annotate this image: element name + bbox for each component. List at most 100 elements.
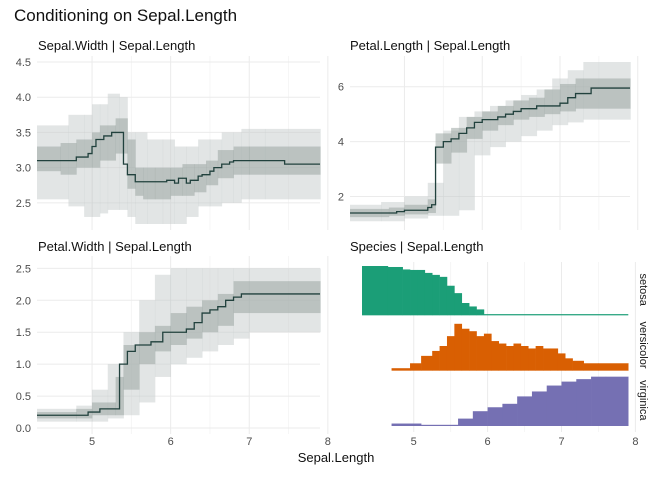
inner-interval-band-step bbox=[320, 281, 321, 314]
density-step bbox=[362, 266, 389, 316]
inner-interval-band-step bbox=[404, 204, 429, 215]
y-tick-label: 2.5 bbox=[16, 198, 31, 210]
density-step bbox=[410, 269, 418, 316]
density-step bbox=[387, 266, 403, 316]
density-step bbox=[605, 376, 629, 426]
y-tick-label: 3.0 bbox=[16, 163, 31, 175]
inner-interval-band-step bbox=[451, 127, 468, 153]
density-step bbox=[517, 396, 533, 426]
density-step bbox=[410, 363, 422, 371]
y-tick-label: 1.0 bbox=[16, 359, 31, 371]
inner-interval-band-step bbox=[233, 281, 321, 314]
median-step-line bbox=[350, 87, 630, 214]
density-step bbox=[628, 363, 629, 371]
inner-interval-band-step bbox=[435, 133, 452, 164]
density-step bbox=[476, 309, 485, 316]
y-tick-label: 3.5 bbox=[16, 127, 31, 139]
inner-interval-band-step bbox=[482, 111, 499, 131]
strip-label-virginica: virginica bbox=[637, 380, 649, 421]
inner-interval-band-step bbox=[170, 167, 183, 196]
inner-interval-band-step bbox=[92, 132, 101, 168]
x-tick-label: 5 bbox=[411, 436, 417, 448]
density-step bbox=[439, 276, 448, 316]
inner-interval-band-step bbox=[76, 408, 93, 419]
x-tick-label: 7 bbox=[246, 436, 252, 448]
density-step bbox=[454, 293, 463, 316]
panel-title-species: Species | Sepal.Length bbox=[350, 239, 483, 254]
density-step bbox=[483, 314, 629, 316]
y-tick-label: 4.5 bbox=[16, 57, 31, 69]
inner-interval-band-step bbox=[127, 139, 136, 189]
density-step bbox=[487, 407, 503, 426]
inner-interval-band-step bbox=[170, 313, 187, 345]
density-step bbox=[528, 348, 536, 371]
density-step bbox=[461, 303, 470, 316]
inner-interval-band-step bbox=[143, 167, 156, 200]
inner-interval-band-step bbox=[202, 300, 219, 333]
outer-interval-band-step bbox=[154, 274, 172, 377]
density-step bbox=[506, 346, 514, 371]
inner-interval-band-step bbox=[630, 78, 631, 109]
strip-label-setosa: setosa bbox=[637, 273, 649, 306]
density-step bbox=[421, 424, 459, 426]
y-tick-label: 0.0 bbox=[16, 423, 31, 435]
density-step bbox=[476, 336, 485, 371]
inner-interval-band-step bbox=[544, 89, 561, 115]
inner-interval-band-step bbox=[154, 167, 172, 200]
y-tick-label: 4.0 bbox=[16, 92, 31, 104]
y-tick-label: 0.5 bbox=[16, 391, 31, 403]
density-step bbox=[421, 355, 433, 371]
density-step bbox=[535, 346, 544, 371]
density-step bbox=[446, 285, 455, 316]
density-step bbox=[469, 306, 477, 316]
inner-interval-band-step bbox=[139, 332, 156, 365]
strip-label-versicolor: versicolor bbox=[637, 321, 649, 368]
density-step bbox=[472, 411, 488, 426]
panel-title-petal-length: Petal.Length | Sepal.Length bbox=[350, 38, 510, 53]
chart-title: Conditioning on Sepal.Length bbox=[14, 6, 237, 25]
density-step bbox=[402, 269, 411, 316]
density-ridge-setosa bbox=[362, 266, 629, 316]
inner-interval-band-step bbox=[115, 118, 128, 154]
x-tick-label: 6 bbox=[168, 436, 174, 448]
density-step bbox=[439, 346, 448, 371]
y-tick-label: 2.0 bbox=[16, 295, 31, 307]
inner-interval-band-step bbox=[217, 293, 234, 326]
density-step bbox=[557, 353, 566, 371]
density-step bbox=[546, 385, 562, 426]
density-step bbox=[598, 363, 629, 371]
x-axis-label: Sepal.Length bbox=[298, 450, 375, 465]
panel-title-petal-width: Petal.Width | Sepal.Length bbox=[38, 239, 192, 254]
inner-interval-band-step bbox=[320, 146, 321, 175]
inner-interval-band bbox=[350, 78, 631, 218]
density-step bbox=[565, 358, 573, 371]
density-step bbox=[424, 272, 433, 316]
density-step bbox=[572, 360, 584, 371]
density-step bbox=[502, 403, 518, 426]
density-ridge-virginica bbox=[391, 376, 629, 426]
density-step bbox=[576, 379, 592, 426]
density-step bbox=[591, 376, 607, 426]
density-step bbox=[491, 341, 499, 371]
density-step bbox=[483, 333, 492, 371]
inner-interval-band-step bbox=[37, 146, 61, 172]
panel-petal-width: 0.0 0.5 1.0 1.5 2.0 2.5 5 6 7 8 bbox=[16, 256, 331, 448]
inner-interval-band-step bbox=[182, 164, 195, 196]
median-step-line bbox=[37, 293, 320, 416]
density-step bbox=[432, 350, 440, 371]
inner-interval-band-step bbox=[194, 164, 207, 193]
density-step bbox=[454, 323, 463, 371]
y-tick-label: 2.5 bbox=[16, 263, 31, 275]
x-tick-label: 8 bbox=[325, 436, 331, 448]
inner-interval-band-step bbox=[60, 143, 77, 175]
density-step bbox=[461, 328, 470, 371]
density-step bbox=[391, 368, 411, 371]
density-step bbox=[391, 423, 422, 426]
y-tick-label: 6 bbox=[338, 82, 344, 94]
density-step bbox=[543, 348, 551, 371]
x-tick-label: 7 bbox=[558, 436, 564, 448]
inner-interval-band-step bbox=[206, 160, 219, 186]
density-step bbox=[417, 269, 426, 316]
